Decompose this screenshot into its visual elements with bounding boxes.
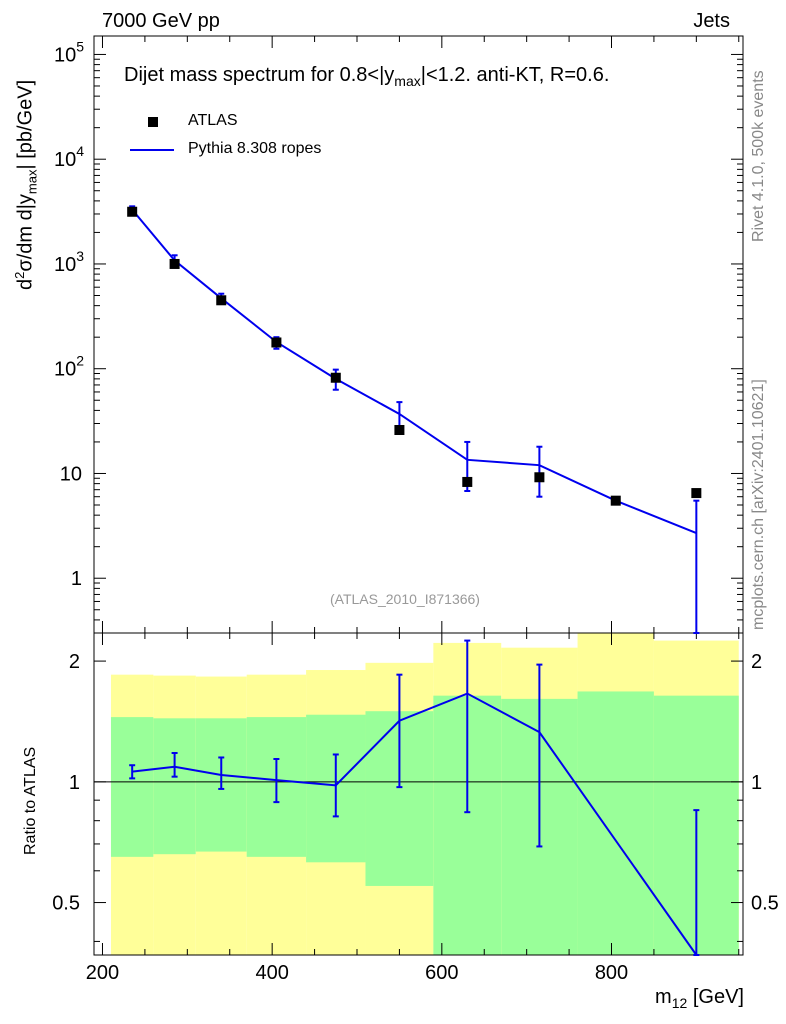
atlas-point-9 <box>691 488 702 499</box>
y-tick-label-bottom-left-0: 0.5 <box>52 893 80 915</box>
top-panel-frame <box>93 35 744 634</box>
atlas-point-8 <box>610 495 621 506</box>
legend-marker-atlas <box>148 117 158 127</box>
atlas-point-7 <box>534 472 545 483</box>
y-axis-top-ticks: 1 10 102 103 104 105 <box>54 38 743 634</box>
band-inner-1 <box>153 718 196 855</box>
x-axis-ticks: 200 400 600 800 <box>86 36 740 984</box>
atlas-point-4 <box>330 372 341 383</box>
atlas-point-1 <box>169 258 180 269</box>
y-tick-label-top-5: 105 <box>54 38 84 66</box>
y-tick-label-top-2: 102 <box>54 353 84 381</box>
atlas-point-6 <box>462 476 473 487</box>
legend-marker-pythia <box>130 149 174 151</box>
y-tick-label-top-0: 1 <box>71 568 82 590</box>
atlas-point-2 <box>216 295 227 306</box>
legend-label-atlas: ATLAS <box>188 112 238 129</box>
x-axis-label: m12 [GeV] <box>655 986 744 1011</box>
x-tick-label-2: 600 <box>425 962 458 984</box>
bottom-panel-frame <box>93 632 744 956</box>
y-tick-label-bottom-left-1: 1 <box>69 772 80 794</box>
analysis-id-label: (ATLAS_2010_I871366) <box>330 591 480 607</box>
y-tick-label-bottom-right-2: 2 <box>751 651 762 673</box>
chart-title: Dijet mass spectrum for 0.8<|ymax|<1.2. … <box>124 64 610 89</box>
legend-item-atlas: ATLAS <box>130 112 390 136</box>
series-line-pythia <box>131 208 697 534</box>
y-axis-bottom-ticks: 0.5 0.5 1 1 2 2 <box>52 651 779 942</box>
y-tick-label-top-3: 103 <box>54 248 84 276</box>
band-inner-0 <box>110 717 154 857</box>
header-left-label: 7000 GeV pp <box>102 10 220 32</box>
x-tick-label-1: 400 <box>255 962 288 984</box>
header-right-label: Jets <box>693 10 730 32</box>
x-tick-label-3: 800 <box>595 962 628 984</box>
atlas-point-5 <box>394 424 405 435</box>
y-tick-label-bottom-right-1: 1 <box>751 772 762 794</box>
ratio-bands <box>110 633 739 955</box>
y-tick-label-bottom-right-0: 0.5 <box>751 893 779 915</box>
atlas-point-3 <box>271 337 282 348</box>
y-tick-label-bottom-left-2: 2 <box>69 651 80 673</box>
y-tick-label-top-1: 10 <box>60 463 82 485</box>
legend-item-pythia: Pythia 8.308 ropes <box>130 140 390 164</box>
y-tick-label-top-4: 104 <box>54 143 84 171</box>
x-tick-label-0: 200 <box>86 962 119 984</box>
atlas-point-0 <box>127 206 138 217</box>
band-inner-8 <box>577 691 654 955</box>
legend-label-pythia: Pythia 8.308 ropes <box>188 140 322 157</box>
